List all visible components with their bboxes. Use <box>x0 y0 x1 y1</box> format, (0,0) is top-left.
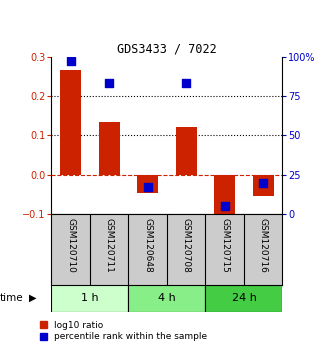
Bar <box>60 70 81 175</box>
Text: GSM120648: GSM120648 <box>143 218 152 273</box>
Text: ▶: ▶ <box>29 293 36 303</box>
Bar <box>205 285 282 312</box>
Text: GSM120716: GSM120716 <box>259 218 268 273</box>
Legend: log10 ratio, percentile rank within the sample: log10 ratio, percentile rank within the … <box>40 321 207 341</box>
Bar <box>214 175 235 220</box>
Bar <box>99 122 120 175</box>
Text: 24 h: 24 h <box>231 293 256 303</box>
Point <box>145 184 150 190</box>
Text: GSM120710: GSM120710 <box>66 218 75 273</box>
Title: GDS3433 / 7022: GDS3433 / 7022 <box>117 42 217 56</box>
Text: GSM120708: GSM120708 <box>182 218 191 273</box>
Point <box>261 180 266 185</box>
Text: 1 h: 1 h <box>81 293 99 303</box>
Bar <box>128 285 205 312</box>
Text: time: time <box>0 293 24 303</box>
Point <box>184 81 189 86</box>
Point <box>68 58 73 64</box>
Point <box>222 204 227 209</box>
Text: GSM120711: GSM120711 <box>105 218 114 273</box>
Text: 4 h: 4 h <box>158 293 176 303</box>
Bar <box>253 175 274 196</box>
Bar <box>51 285 128 312</box>
Bar <box>176 127 197 175</box>
Point <box>107 81 112 86</box>
Text: GSM120715: GSM120715 <box>220 218 229 273</box>
Bar <box>137 175 158 193</box>
